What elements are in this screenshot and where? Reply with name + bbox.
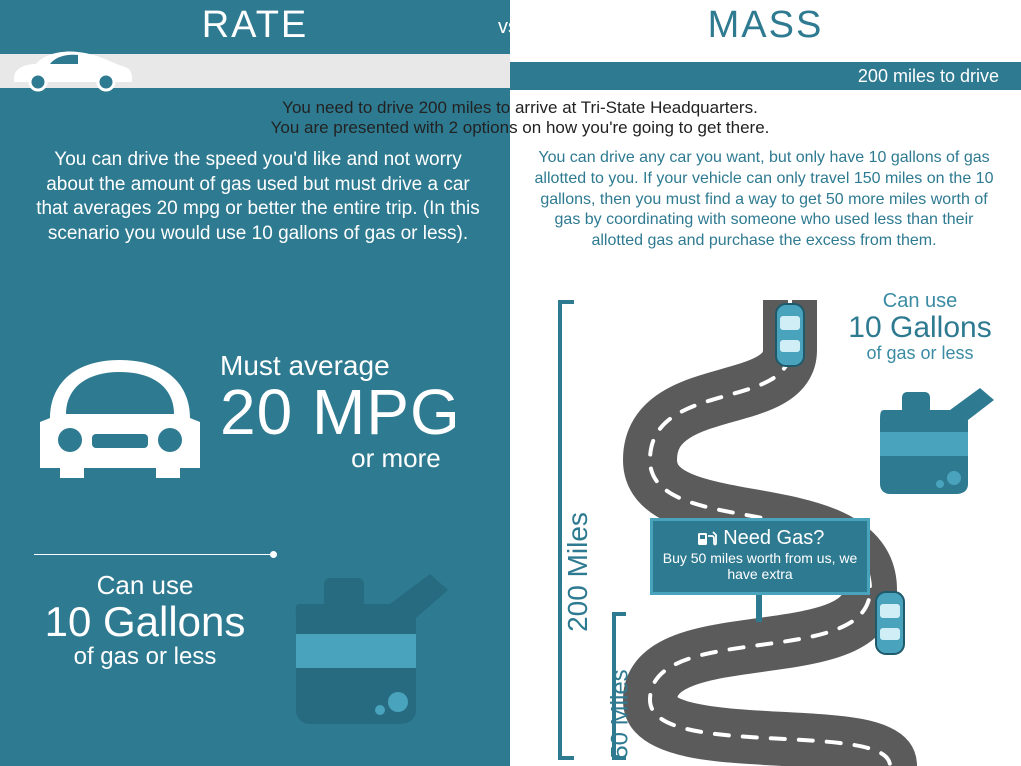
mass-description: You can drive any car you want, but only… <box>534 148 994 252</box>
intro-line1: You need to drive 200 miles to arrive at… <box>200 98 840 118</box>
rate-description: You can drive the speed you'd like and n… <box>28 148 488 247</box>
intro-text: You need to drive 200 miles to arrive at… <box>200 98 840 137</box>
need-gas-sign: Need Gas? Buy 50 miles worth from us, we… <box>650 518 870 595</box>
gas-pump-icon <box>696 530 718 546</box>
gas-can-icon <box>280 560 460 730</box>
mpg-value: 20 MPG <box>220 382 461 443</box>
mass-title: MASS <box>510 4 1021 47</box>
label-50-miles: 50 Miles <box>607 669 635 758</box>
sign-title: Need Gas? <box>661 527 859 550</box>
car-top-icon <box>772 300 808 370</box>
label-200-miles: 200 Miles <box>562 512 594 632</box>
gallon-block-left: Can use 10 Gallons of gas or less <box>20 570 270 671</box>
sign-body: Buy 50 miles worth from us, we have extr… <box>661 550 859 582</box>
vs-label: vs <box>498 16 518 39</box>
gallon-pre: Can use <box>20 570 270 601</box>
distance-bar: 200 miles to drive <box>510 62 1021 90</box>
car-front-icon <box>30 348 210 488</box>
mpg-block: Must average 20 MPG or more <box>220 350 461 474</box>
car-top-icon <box>872 588 908 658</box>
intro-line2: You are presented with 2 options on how … <box>200 118 840 138</box>
sign-title-text: Need Gas? <box>723 527 824 549</box>
rate-title: RATE <box>0 4 510 47</box>
gallon-value: 10 Gallons <box>20 601 270 643</box>
divider-line <box>34 554 274 555</box>
car-side-icon <box>6 44 136 92</box>
gallon-post: of gas or less <box>20 643 270 671</box>
